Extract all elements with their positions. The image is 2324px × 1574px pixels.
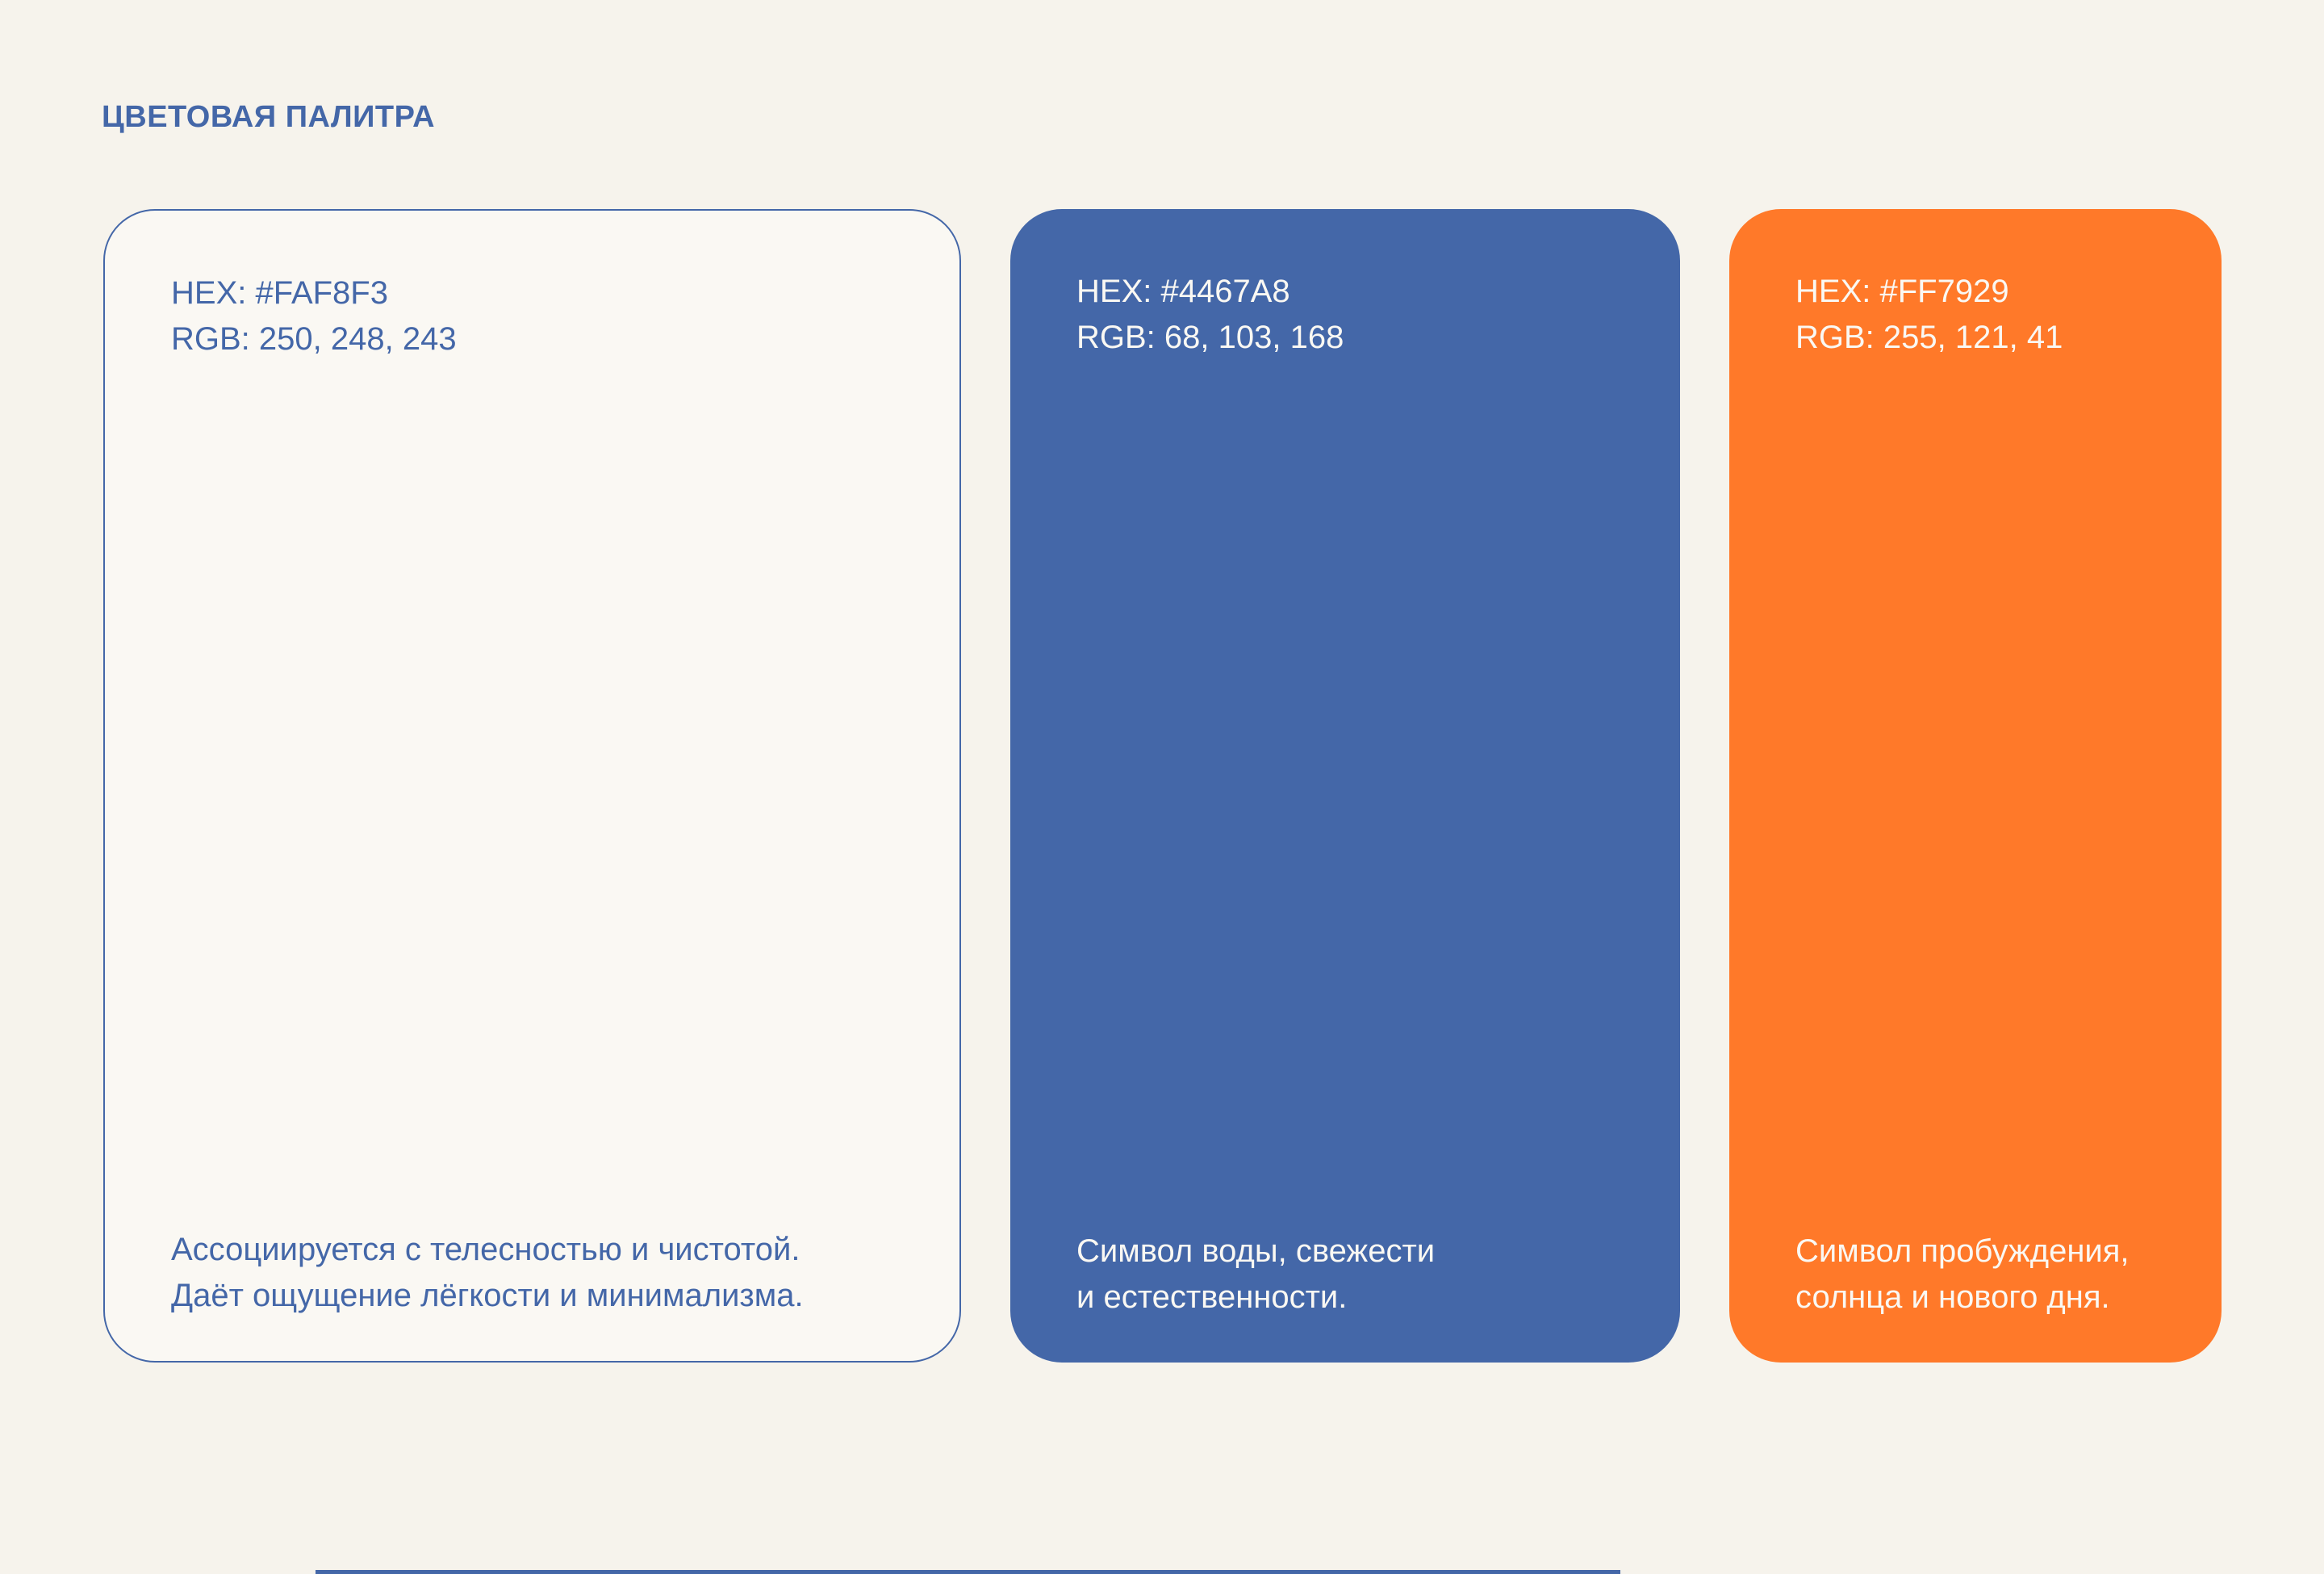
hex-value: HEX: #4467A8 (1076, 274, 1290, 309)
description-line: солнца и нового дня. (1795, 1279, 2110, 1315)
color-description-blue: Символ воды, свежести и естественности. (1076, 1229, 1617, 1321)
description-line: Ассоциируется с телесностью и чистотой. (171, 1232, 800, 1267)
rgb-value: RGB: 68, 103, 168 (1076, 320, 1344, 355)
color-card-cream: HEX: #FAF8F3 RGB: 250, 248, 243 Ассоциир… (103, 209, 961, 1363)
page-title: ЦВЕТОВАЯ ПАЛИТРА (102, 100, 436, 134)
color-codes-orange: HEX: #FF7929 RGB: 255, 121, 41 (1795, 269, 2159, 361)
description-line: Символ пробуждения, (1795, 1233, 2130, 1269)
hex-value: HEX: #FAF8F3 (171, 275, 388, 311)
description-line: Символ воды, свежести (1076, 1233, 1436, 1269)
color-description-cream: Ассоциируется с телесностью и чистотой. … (171, 1227, 897, 1319)
color-card-blue: HEX: #4467A8 RGB: 68, 103, 168 Символ во… (1010, 209, 1680, 1363)
description-line: Даёт ощущение лёгкости и минимализма. (171, 1278, 804, 1313)
color-card-orange: HEX: #FF7929 RGB: 255, 121, 41 Символ пр… (1729, 209, 2222, 1363)
hex-value: HEX: #FF7929 (1795, 274, 2009, 309)
color-codes-blue: HEX: #4467A8 RGB: 68, 103, 168 (1076, 269, 1617, 361)
color-codes-cream: HEX: #FAF8F3 RGB: 250, 248, 243 (171, 270, 897, 362)
palette-cards: HEX: #FAF8F3 RGB: 250, 248, 243 Ассоциир… (103, 209, 2222, 1363)
description-line: и естественности. (1076, 1279, 1348, 1315)
rgb-value: RGB: 250, 248, 243 (171, 321, 457, 357)
next-section-peek (316, 1570, 1620, 1574)
color-description-orange: Символ пробуждения, солнца и нового дня. (1795, 1229, 2159, 1321)
rgb-value: RGB: 255, 121, 41 (1795, 320, 2063, 355)
